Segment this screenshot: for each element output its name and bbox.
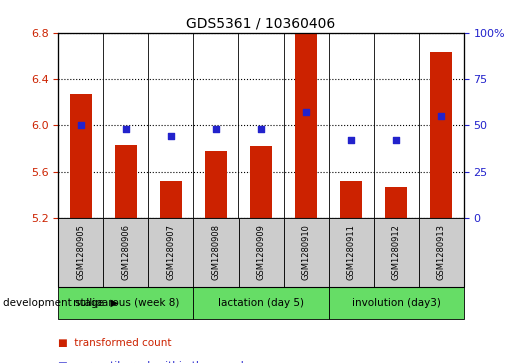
Bar bbox=[69, 94, 92, 218]
Text: involution (day3): involution (day3) bbox=[352, 298, 440, 308]
Text: lactation (day 5): lactation (day 5) bbox=[218, 298, 304, 308]
Bar bbox=[205, 151, 227, 218]
Text: GSM1280907: GSM1280907 bbox=[166, 224, 175, 280]
Text: ■  percentile rank within the sample: ■ percentile rank within the sample bbox=[58, 361, 251, 363]
Text: nulliparous (week 8): nulliparous (week 8) bbox=[73, 298, 179, 308]
Text: GSM1280911: GSM1280911 bbox=[347, 224, 356, 280]
Text: ■  transformed count: ■ transformed count bbox=[58, 338, 172, 348]
Bar bbox=[385, 187, 408, 218]
Text: GSM1280909: GSM1280909 bbox=[257, 224, 266, 280]
Point bbox=[121, 126, 130, 132]
Text: GSM1280913: GSM1280913 bbox=[437, 224, 446, 280]
Text: GSM1280905: GSM1280905 bbox=[76, 224, 85, 280]
Bar bbox=[340, 181, 363, 218]
Text: GSM1280910: GSM1280910 bbox=[302, 224, 311, 280]
Point bbox=[166, 134, 175, 139]
Point bbox=[211, 126, 220, 132]
Point bbox=[302, 109, 311, 115]
Text: GSM1280912: GSM1280912 bbox=[392, 224, 401, 280]
Bar bbox=[114, 145, 137, 218]
Title: GDS5361 / 10360406: GDS5361 / 10360406 bbox=[187, 16, 335, 30]
Text: GSM1280906: GSM1280906 bbox=[121, 224, 130, 280]
Point bbox=[437, 113, 445, 119]
Text: GSM1280908: GSM1280908 bbox=[211, 224, 220, 280]
Bar bbox=[250, 146, 272, 218]
Point bbox=[347, 137, 355, 143]
Bar bbox=[295, 33, 317, 218]
Text: development stage  ▶: development stage ▶ bbox=[3, 298, 118, 308]
Bar bbox=[160, 181, 182, 218]
Point bbox=[76, 122, 85, 128]
Bar bbox=[430, 52, 453, 218]
Point bbox=[392, 137, 401, 143]
Point bbox=[257, 126, 265, 132]
